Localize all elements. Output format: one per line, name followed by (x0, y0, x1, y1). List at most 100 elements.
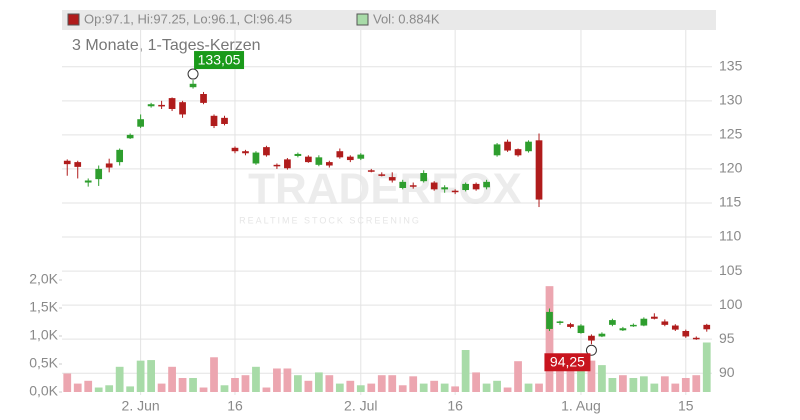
candle-body (263, 147, 270, 156)
candle-body (619, 328, 627, 331)
candle-body (63, 160, 71, 165)
y2-tick-label: 1,0K (29, 327, 58, 343)
candle-body (242, 151, 249, 154)
volume-bar (189, 378, 197, 392)
volume-bar (514, 361, 522, 392)
header-bar (62, 10, 716, 30)
candle-body (692, 337, 700, 340)
candle-body (221, 117, 228, 124)
volume-bar (461, 350, 470, 392)
candle-body (567, 324, 574, 327)
candle-body (388, 177, 396, 181)
candle-body (640, 318, 648, 326)
candle-body (462, 183, 469, 191)
candle-body (158, 104, 165, 107)
candle-body (682, 330, 690, 337)
y-tick-label: 110 (719, 228, 742, 244)
volume-bar (440, 383, 449, 392)
candle-body (598, 333, 606, 337)
candle-body (504, 141, 511, 151)
x-tick-label: 2. Jun (122, 398, 160, 414)
volume-bar (220, 385, 229, 392)
candle-body (420, 173, 428, 182)
ohlc-swatch (67, 13, 80, 26)
candle-body (650, 316, 658, 319)
volume-bar (73, 383, 82, 392)
candle-body (273, 164, 281, 167)
candle-body (609, 320, 616, 325)
candle-body (546, 311, 553, 329)
volume-bar (660, 376, 669, 392)
volume-bar (325, 375, 334, 392)
volume-bar (587, 360, 596, 392)
volume-bar (105, 385, 114, 392)
header-ohlc: Op:97.1, Hi:97.25, Lo:96.1, Cl:96.45 (84, 11, 292, 26)
candle-body (357, 154, 365, 159)
min-marker (585, 344, 597, 356)
candle-body (430, 182, 438, 190)
candle-body (630, 324, 637, 327)
volume-bar (388, 375, 397, 392)
max-label-box (194, 51, 245, 70)
volume-bar (566, 360, 575, 392)
candle-body (493, 144, 501, 156)
y-tick-label: 135 (719, 57, 743, 73)
volume-swatch (356, 13, 369, 26)
volume-bar (262, 387, 271, 392)
candle-body (399, 181, 407, 188)
max-label: 133,05 (198, 51, 241, 67)
x-tick-label: 16 (227, 398, 243, 414)
volume-bar (409, 376, 418, 392)
volume-bar (524, 383, 533, 392)
volume-bar (168, 366, 176, 392)
volume-bar (377, 375, 386, 392)
candle-body (367, 170, 375, 172)
y2-tick-label: 0,0K (29, 383, 58, 399)
y2-tick-label: 2,0K (29, 271, 58, 287)
volume-bar (535, 383, 543, 392)
volume-bar (629, 378, 638, 392)
candle-body (179, 102, 186, 115)
candle-body (441, 187, 449, 190)
candle-body (525, 141, 532, 152)
y2-tick-label: 0,5K (29, 355, 58, 371)
y-tick-label: 125 (719, 126, 743, 142)
volume-bar (136, 360, 145, 392)
volume-bar (314, 372, 323, 392)
volume-bar (598, 365, 606, 392)
volume-bar (545, 286, 554, 392)
volume-bar (126, 386, 135, 392)
candle-body (409, 185, 417, 187)
x-tick-label: 15 (678, 398, 694, 414)
candle-body (84, 180, 92, 183)
subtitle: 3 Monate, 1-Tages-Kerzen (72, 37, 261, 54)
candle-body (168, 98, 176, 109)
volume-bar (115, 366, 124, 392)
candle-body (577, 325, 585, 334)
volume-bar (157, 383, 166, 392)
watermark-subtitle: REALTIME STOCK SCREENING (239, 215, 421, 225)
candle-body (147, 104, 155, 107)
candle-body (451, 190, 459, 193)
candle-body (252, 152, 260, 164)
volume-bar (430, 380, 439, 392)
volume-bar (294, 375, 302, 392)
min-label: 94,25 (550, 353, 585, 369)
volume-bar (608, 378, 617, 392)
volume-bar (94, 387, 103, 392)
candle-body (336, 151, 344, 158)
volume-bar (356, 385, 365, 392)
candle-body (231, 147, 239, 152)
candle-body (315, 157, 323, 165)
volume-bar (503, 387, 512, 392)
candle-body (671, 325, 679, 330)
candle-body (210, 115, 218, 127)
volume-bar (472, 372, 480, 392)
candle-body (483, 181, 490, 188)
x-tick-label: 2. Jul (344, 398, 377, 414)
candle-body (378, 174, 386, 176)
volume-bar (241, 375, 250, 392)
candle-body (588, 335, 595, 341)
candle-body (137, 119, 144, 127)
